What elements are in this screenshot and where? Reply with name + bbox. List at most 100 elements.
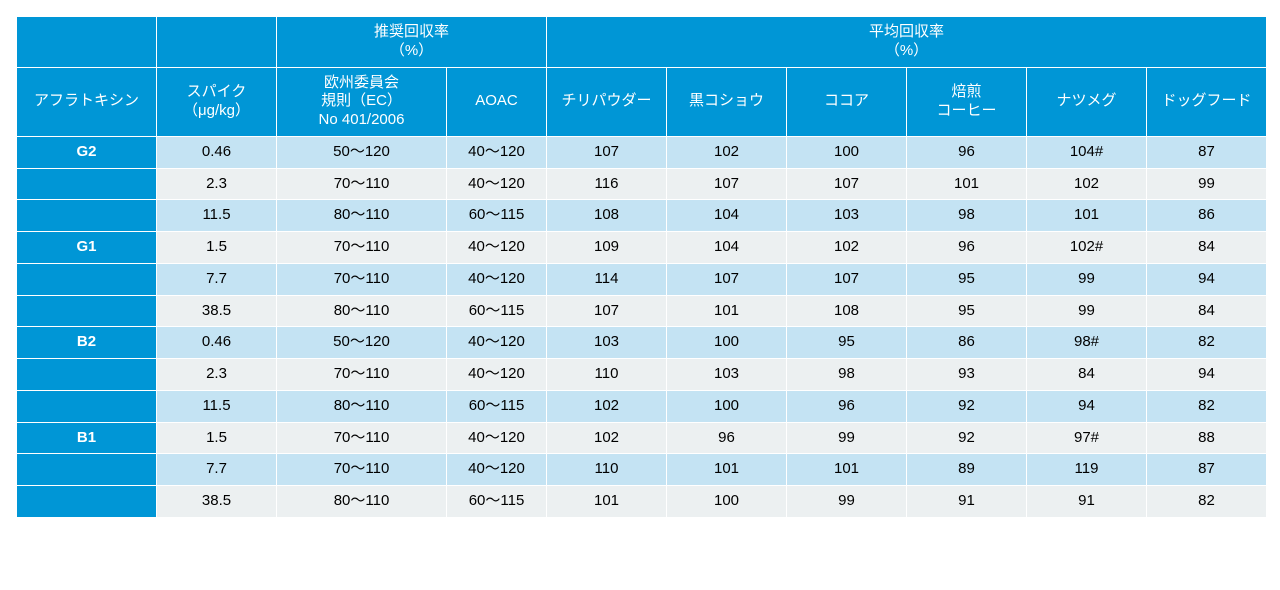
value-cell: 109 xyxy=(547,232,667,264)
aoac-cell: 60～115 xyxy=(447,200,547,232)
value-cell: 99 xyxy=(1027,263,1147,295)
spike-cell: 7.7 xyxy=(157,454,277,486)
ec-cell: 70～110 xyxy=(277,263,447,295)
value-cell: 104# xyxy=(1027,136,1147,168)
aflatoxin-label: G2 xyxy=(17,136,157,168)
value-cell: 94 xyxy=(1027,390,1147,422)
ec-cell: 80～110 xyxy=(277,295,447,327)
aflatoxin-label xyxy=(17,359,157,391)
value-cell: 94 xyxy=(1147,263,1267,295)
ec-cell: 70～110 xyxy=(277,168,447,200)
header-aflatoxin: アフラトキシン xyxy=(17,67,157,136)
spike-cell: 0.46 xyxy=(157,327,277,359)
aflatoxin-label xyxy=(17,454,157,486)
table-row: 7.770～11040～1201101011018911987 xyxy=(17,454,1267,486)
value-cell: 82 xyxy=(1147,327,1267,359)
table-header: 推奨回収率（%） 平均回収率（%） アフラトキシン スパイク（μg/kg） 欧州… xyxy=(17,17,1267,137)
aoac-cell: 40～120 xyxy=(447,136,547,168)
spike-cell: 1.5 xyxy=(157,422,277,454)
value-cell: 98 xyxy=(787,359,907,391)
aoac-cell: 60～115 xyxy=(447,390,547,422)
value-cell: 101 xyxy=(667,295,787,327)
value-cell: 95 xyxy=(787,327,907,359)
value-cell: 104 xyxy=(667,232,787,264)
spike-cell: 0.46 xyxy=(157,136,277,168)
value-cell: 96 xyxy=(907,232,1027,264)
aflatoxin-label xyxy=(17,263,157,295)
value-cell: 107 xyxy=(787,263,907,295)
value-cell: 102 xyxy=(1027,168,1147,200)
value-cell: 100 xyxy=(667,327,787,359)
header-sample-5: ドッグフード xyxy=(1147,67,1267,136)
header-sample-4: ナツメグ xyxy=(1027,67,1147,136)
table-row: 11.580～11060～1151081041039810186 xyxy=(17,200,1267,232)
value-cell: 86 xyxy=(1147,200,1267,232)
value-cell: 92 xyxy=(907,390,1027,422)
value-cell: 99 xyxy=(1027,295,1147,327)
value-cell: 84 xyxy=(1147,232,1267,264)
table-body: G20.4650～12040～12010710210096104#872.370… xyxy=(17,136,1267,517)
aoac-cell: 40～120 xyxy=(447,327,547,359)
value-cell: 94 xyxy=(1147,359,1267,391)
table-row: B20.4650～12040～120103100958698#82 xyxy=(17,327,1267,359)
value-cell: 87 xyxy=(1147,136,1267,168)
ec-cell: 70～110 xyxy=(277,359,447,391)
value-cell: 107 xyxy=(667,263,787,295)
value-cell: 110 xyxy=(547,454,667,486)
table-row: 38.580～11060～11510110099919182 xyxy=(17,486,1267,518)
value-cell: 91 xyxy=(1027,486,1147,518)
ec-cell: 70～110 xyxy=(277,422,447,454)
value-cell: 108 xyxy=(547,200,667,232)
header-aoac: AOAC xyxy=(447,67,547,136)
value-cell: 93 xyxy=(907,359,1027,391)
aoac-cell: 60～115 xyxy=(447,486,547,518)
ec-cell: 70～110 xyxy=(277,232,447,264)
value-cell: 99 xyxy=(787,422,907,454)
ec-cell: 80～110 xyxy=(277,486,447,518)
ec-cell: 80～110 xyxy=(277,390,447,422)
value-cell: 84 xyxy=(1027,359,1147,391)
value-cell: 95 xyxy=(907,263,1027,295)
spike-cell: 38.5 xyxy=(157,295,277,327)
value-cell: 108 xyxy=(787,295,907,327)
aflatoxin-recovery-table: 推奨回収率（%） 平均回収率（%） アフラトキシン スパイク（μg/kg） 欧州… xyxy=(16,16,1267,518)
value-cell: 119 xyxy=(1027,454,1147,486)
spike-cell: 11.5 xyxy=(157,390,277,422)
spike-cell: 1.5 xyxy=(157,232,277,264)
value-cell: 86 xyxy=(907,327,1027,359)
value-cell: 88 xyxy=(1147,422,1267,454)
aoac-cell: 40～120 xyxy=(447,263,547,295)
spike-cell: 7.7 xyxy=(157,263,277,295)
header-blank-1 xyxy=(17,17,157,68)
value-cell: 98 xyxy=(907,200,1027,232)
value-cell: 103 xyxy=(787,200,907,232)
value-cell: 107 xyxy=(547,136,667,168)
value-cell: 100 xyxy=(667,486,787,518)
spike-cell: 2.3 xyxy=(157,168,277,200)
value-cell: 96 xyxy=(787,390,907,422)
aoac-cell: 40～120 xyxy=(447,454,547,486)
value-cell: 110 xyxy=(547,359,667,391)
value-cell: 102 xyxy=(667,136,787,168)
aflatoxin-label xyxy=(17,486,157,518)
value-cell: 100 xyxy=(667,390,787,422)
value-cell: 107 xyxy=(547,295,667,327)
ec-cell: 50～120 xyxy=(277,327,447,359)
header-sample-2: ココア xyxy=(787,67,907,136)
table-row: 2.370～11040～12011010398938494 xyxy=(17,359,1267,391)
value-cell: 101 xyxy=(1027,200,1147,232)
aflatoxin-label xyxy=(17,200,157,232)
value-cell: 116 xyxy=(547,168,667,200)
ec-cell: 80～110 xyxy=(277,200,447,232)
aflatoxin-label: B2 xyxy=(17,327,157,359)
aoac-cell: 40～120 xyxy=(447,359,547,391)
aflatoxin-label: B1 xyxy=(17,422,157,454)
value-cell: 98# xyxy=(1027,327,1147,359)
aflatoxin-label xyxy=(17,295,157,327)
value-cell: 89 xyxy=(907,454,1027,486)
header-sample-3: 焙煎コーヒー xyxy=(907,67,1027,136)
value-cell: 101 xyxy=(787,454,907,486)
value-cell: 103 xyxy=(667,359,787,391)
value-cell: 82 xyxy=(1147,486,1267,518)
table-row: 7.770～11040～120114107107959994 xyxy=(17,263,1267,295)
